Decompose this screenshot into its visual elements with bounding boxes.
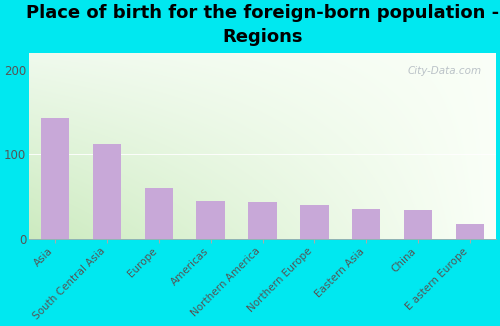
Title: Place of birth for the foreign-born population -
Regions: Place of birth for the foreign-born popu… — [26, 4, 499, 46]
Bar — [248, 202, 277, 239]
Bar — [300, 205, 328, 239]
Bar — [404, 210, 432, 239]
Bar — [144, 188, 173, 239]
Bar — [456, 224, 484, 239]
Bar — [196, 201, 225, 239]
Text: City-Data.com: City-Data.com — [408, 66, 482, 76]
Bar — [92, 144, 121, 239]
Bar — [352, 209, 380, 239]
Bar — [41, 118, 70, 239]
